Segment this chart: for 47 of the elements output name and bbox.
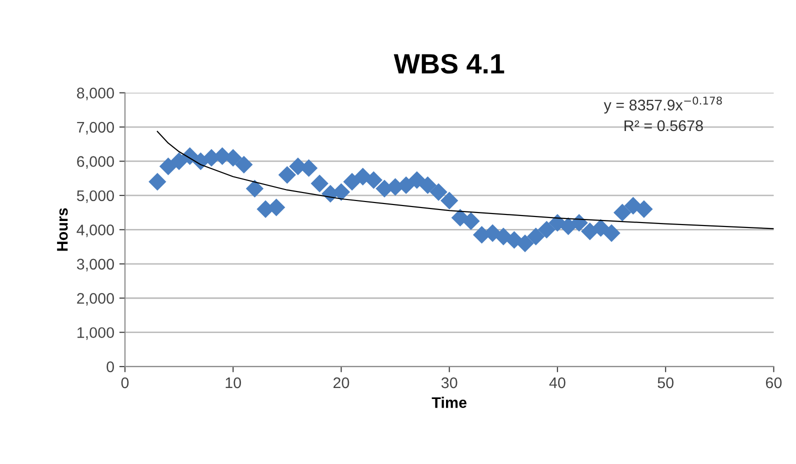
x-tick-label: 30 xyxy=(441,377,458,388)
point xyxy=(419,176,436,194)
point xyxy=(170,152,188,170)
point xyxy=(484,224,502,242)
annotation: y = 8357.9x$^{−0.178}$ xyxy=(604,96,722,114)
x-tick-label: 60 xyxy=(766,377,782,388)
point xyxy=(506,231,523,248)
point xyxy=(246,180,264,198)
point xyxy=(538,221,556,238)
y-tick-label: 6,000 xyxy=(77,156,114,169)
point xyxy=(311,174,328,192)
point xyxy=(614,204,631,222)
point xyxy=(462,212,480,230)
point xyxy=(278,166,296,184)
x-tick-label: 20 xyxy=(333,377,350,388)
annotation: R² = 0.5678 xyxy=(624,120,703,132)
x-tick-label: 50 xyxy=(658,377,674,388)
y-tick-label: 1,000 xyxy=(77,327,114,340)
y-tick-label: 7,000 xyxy=(77,122,114,135)
point xyxy=(235,156,252,174)
y-tick-label: 3,000 xyxy=(76,258,114,272)
point xyxy=(570,214,588,232)
point xyxy=(592,219,610,237)
y-tick-label: 8,000 xyxy=(76,88,114,100)
point xyxy=(398,176,415,194)
point xyxy=(160,158,177,175)
x-tick-label: 10 xyxy=(226,377,241,388)
x-tick-label: 0 xyxy=(121,377,129,388)
y-tick-label: 2,000 xyxy=(77,292,114,306)
chart-title: WBS 4.1 xyxy=(394,54,504,74)
point xyxy=(430,183,448,201)
point xyxy=(602,224,620,242)
point xyxy=(408,172,426,189)
point xyxy=(635,200,653,218)
point xyxy=(343,173,361,190)
y-tick-label: 0 xyxy=(106,361,114,372)
point xyxy=(440,192,458,210)
point xyxy=(527,228,544,246)
point xyxy=(516,234,534,252)
point xyxy=(224,149,242,166)
x-tick-label: 40 xyxy=(549,377,566,388)
point xyxy=(365,172,382,189)
y-axis-title: Hours xyxy=(57,208,68,251)
y-tick-label: 4,000 xyxy=(76,224,114,238)
point xyxy=(148,173,166,190)
x-axis-title: Time xyxy=(432,396,467,408)
y-tick-label: 5,000 xyxy=(76,190,114,203)
